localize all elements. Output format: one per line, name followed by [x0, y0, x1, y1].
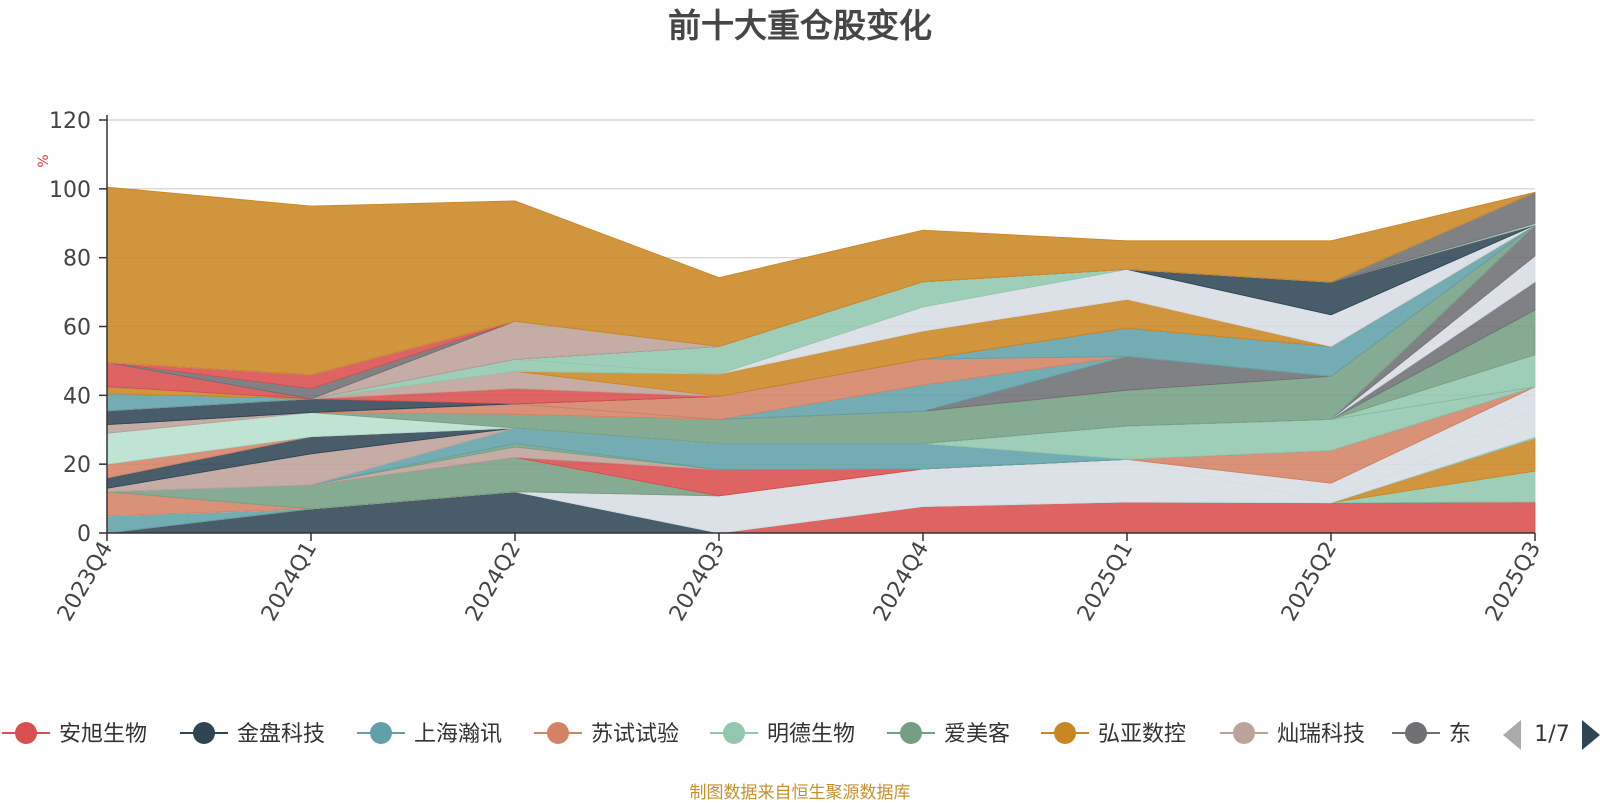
legend-swatch-dot: [15, 722, 37, 744]
y-tick-label: 0: [77, 522, 91, 547]
legend-swatch-dot: [370, 722, 392, 744]
legend-label: 灿瑞科技: [1277, 722, 1365, 747]
legend-next-page-icon[interactable]: [1582, 720, 1600, 750]
y-tick-label: 40: [63, 384, 91, 409]
stacked-areas: [106, 186, 1536, 534]
x-tick-label: 2025Q3: [1481, 538, 1546, 626]
legend-swatch-dot: [723, 722, 745, 744]
legend-item[interactable]: 爱美客: [887, 722, 1010, 747]
legend-label: 苏试试验: [591, 722, 679, 747]
legend-swatch-dot: [547, 722, 569, 744]
legend-swatch-dot: [193, 722, 215, 744]
series-area-50: [106, 186, 1536, 376]
x-tick-label: 2024Q1: [257, 538, 322, 626]
source-note: 制图数据来自恒生聚源数据库: [689, 783, 911, 803]
legend-item[interactable]: 金盘科技: [180, 722, 325, 747]
x-tick-label: 2025Q2: [1277, 538, 1342, 626]
legend-item[interactable]: 东: [1392, 722, 1471, 747]
legend-item[interactable]: 明德生物: [710, 722, 855, 747]
x-tick-label: 2024Q2: [461, 538, 526, 626]
legend-item[interactable]: 上海瀚讯: [357, 722, 502, 747]
legend-swatch-dot: [1405, 722, 1427, 744]
legend-label: 金盘科技: [237, 722, 325, 747]
x-tick-label: 2024Q4: [869, 538, 934, 626]
legend-swatch-dot: [900, 722, 922, 744]
legend-item[interactable]: 苏试试验: [534, 722, 679, 747]
legend-item[interactable]: 安旭生物: [2, 722, 147, 747]
legend: 安旭生物 金盘科技 上海瀚讯 苏试试验 明德生物 爱美客 弘亚数控 灿瑞科技 东: [2, 722, 1471, 747]
y-tick-label: 100: [49, 178, 91, 203]
y-tick-label: 120: [49, 109, 91, 134]
y-axis-unit-label: %: [36, 154, 52, 167]
legend-item[interactable]: 灿瑞科技: [1220, 722, 1365, 747]
x-tick-label: 2023Q4: [53, 538, 118, 626]
x-tick-label: 2024Q3: [665, 538, 730, 626]
y-tick-label: 60: [63, 316, 91, 341]
legend-label: 上海瀚讯: [414, 722, 502, 747]
legend-prev-page-icon[interactable]: [1503, 720, 1521, 750]
y-tick-label: 80: [63, 247, 91, 272]
y-tick-label: 20: [63, 453, 91, 478]
legend-page-indicator: 1/7: [1534, 722, 1569, 747]
legend-label: 弘亚数控: [1098, 722, 1186, 747]
legend-item[interactable]: 弘亚数控: [1041, 722, 1186, 747]
legend-label: 东: [1449, 722, 1471, 747]
chart-title: 前十大重仓股变化: [668, 6, 932, 45]
legend-swatch-dot: [1054, 722, 1076, 744]
legend-swatch-dot: [1233, 722, 1255, 744]
legend-label: 爱美客: [944, 722, 1010, 747]
legend-label: 安旭生物: [59, 722, 147, 747]
legend-label: 明德生物: [767, 722, 855, 747]
x-tick-label: 2025Q1: [1073, 538, 1138, 626]
